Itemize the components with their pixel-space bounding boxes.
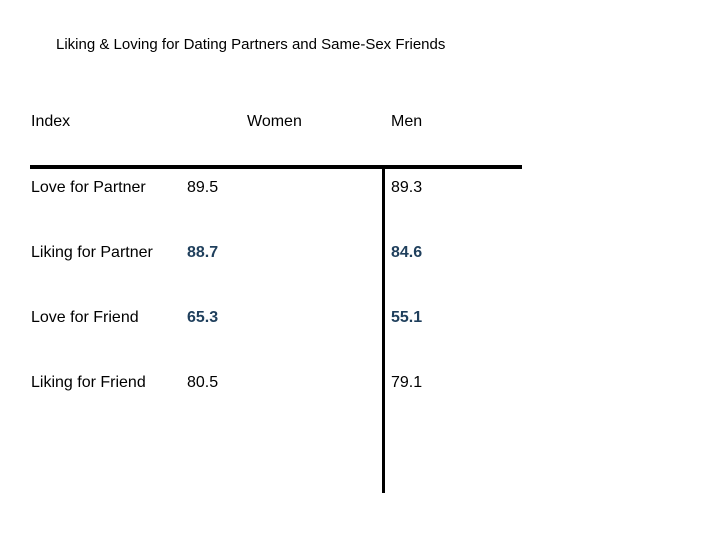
men-value: 84.6 — [391, 244, 423, 261]
column-header-women: Women — [247, 113, 302, 130]
column-header-index: Index — [31, 113, 71, 130]
men-value: 55.1 — [391, 309, 423, 326]
column-header-men: Men — [391, 113, 423, 130]
row-label: Liking for Friend — [31, 374, 146, 391]
men-value: 79.1 — [391, 374, 423, 391]
page-title: Liking & Loving for Dating Partners and … — [56, 36, 446, 53]
table-row: Liking for Partner 88.7 84.6 — [0, 244, 720, 268]
header-divider-line — [30, 165, 522, 169]
table-row: Liking for Friend 80.5 79.1 — [0, 374, 720, 398]
row-label: Love for Friend — [31, 309, 139, 326]
men-value: 89.3 — [391, 179, 423, 196]
women-value: 80.5 — [187, 374, 219, 391]
women-value: 89.5 — [187, 179, 219, 196]
table-row: Love for Friend 65.3 55.1 — [0, 309, 720, 333]
column-divider-line — [382, 165, 385, 493]
row-label: Liking for Partner — [31, 244, 153, 261]
women-value: 88.7 — [187, 244, 219, 261]
row-label: Love for Partner — [31, 179, 146, 196]
women-value: 65.3 — [187, 309, 219, 326]
table-row: Love for Partner 89.5 89.3 — [0, 179, 720, 203]
